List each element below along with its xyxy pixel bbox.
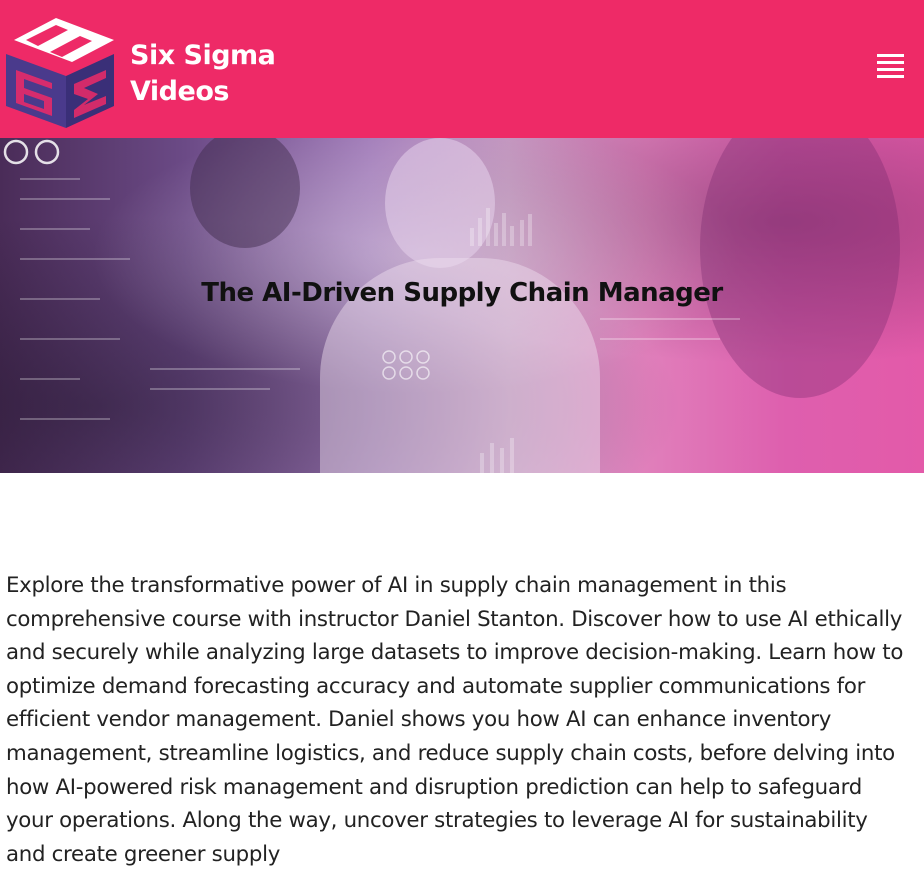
brand-line-1: Six Sigma (130, 40, 276, 71)
hero-figure-right (700, 138, 900, 398)
hero-figure-body (320, 258, 600, 473)
brand-name[interactable]: Six Sigma Videos (130, 38, 276, 110)
hero-data-overlay (3, 139, 740, 473)
brand-line-2: Videos (130, 76, 229, 107)
hamburger-menu-icon[interactable] (872, 50, 908, 84)
cube-logo-icon[interactable] (4, 10, 116, 128)
course-description: Explore the transformative power of AI i… (6, 573, 904, 867)
site-header: Six Sigma Videos (0, 0, 924, 138)
page-title: The AI-Driven Supply Chain Manager (201, 278, 723, 308)
hero-figure-left (190, 138, 300, 248)
hero-figure-center (385, 138, 495, 268)
hero-banner: The AI-Driven Supply Chain Manager (0, 138, 924, 473)
